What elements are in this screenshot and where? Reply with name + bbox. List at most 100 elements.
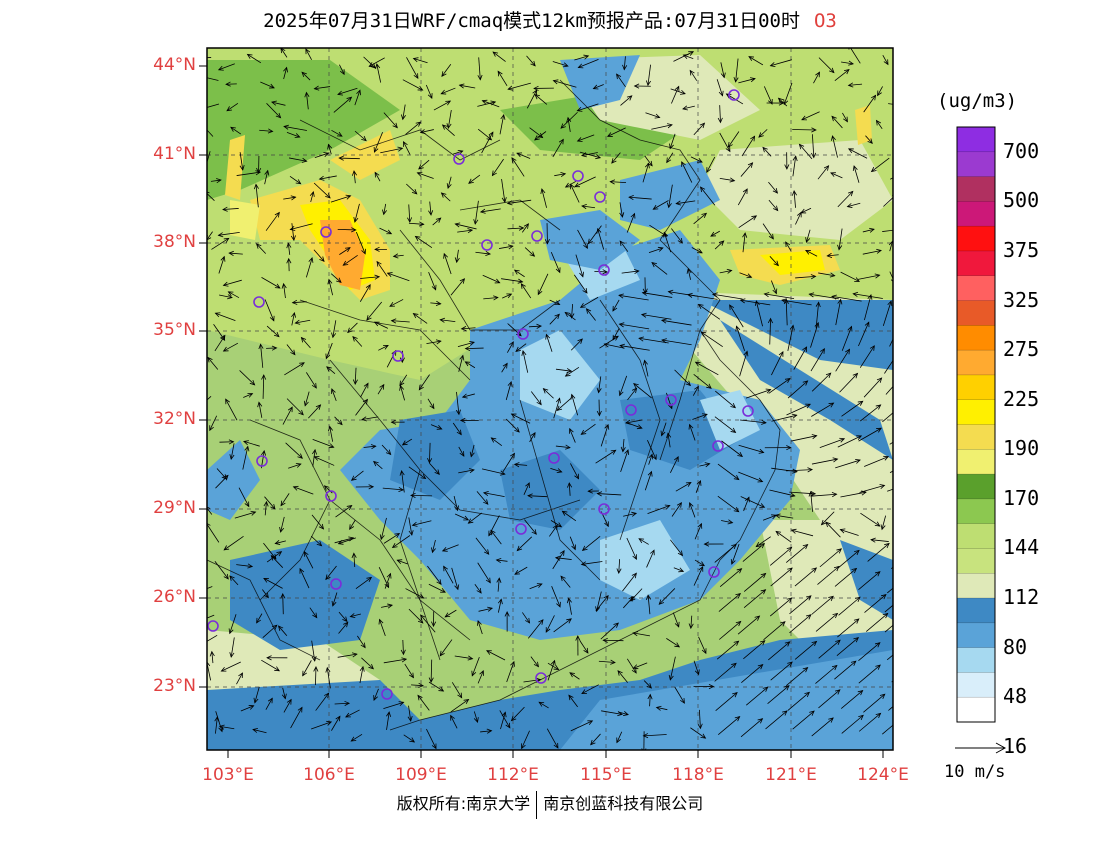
wind-arrow-head: [222, 206, 228, 212]
wind-arrow-head: [875, 119, 882, 126]
wind-arrow: [207, 57, 212, 59]
wind-arrow-head: [419, 129, 426, 135]
wind-arrow-head: [697, 723, 703, 730]
wind-arrow-head: [815, 71, 820, 78]
wind-arrow-head: [830, 135, 836, 141]
wind-arrow-head: [403, 141, 408, 147]
wind-arrow: [811, 596, 834, 615]
boundary-line: [299, 119, 501, 161]
wind-arrow-head: [207, 506, 211, 509]
wind-arrow-head: [303, 400, 309, 407]
wind-arrow-head: [330, 388, 336, 394]
wind-arrow: [355, 231, 366, 254]
wind-arrow-head: [258, 343, 264, 350]
wind-arrow-head: [747, 162, 754, 168]
wind-arrow: [515, 343, 527, 352]
wind-arrow: [454, 655, 473, 660]
wind-arrow-head: [197, 643, 202, 647]
lon-label: 118°E: [672, 765, 724, 785]
wind-arrow-head: [638, 538, 645, 544]
wind-arrow: [374, 172, 381, 182]
wind-arrow: [853, 293, 883, 299]
wind-arrow-head: [228, 439, 235, 445]
city-station-marker: [256, 455, 268, 467]
wind-arrow-head: [207, 191, 210, 194]
wind-arrow: [842, 112, 848, 122]
wind-arrow-head: [337, 90, 343, 96]
wind-arrow: [882, 55, 889, 65]
wind-arrow: [260, 81, 275, 89]
wind-arrow-head: [490, 437, 497, 443]
wind-arrow: [577, 134, 595, 142]
wind-arrow: [261, 277, 281, 289]
wind-arrow-head: [542, 388, 549, 394]
wind-arrow-head: [700, 733, 707, 739]
wind-arrow-head: [385, 449, 392, 456]
colorbar-segment: [957, 622, 995, 648]
wind-arrow: [850, 48, 861, 64]
wind-arrow-head: [328, 443, 335, 449]
concentration-zone: [320, 220, 365, 290]
wind-arrow-head: [538, 701, 545, 707]
wind-arrow: [651, 124, 673, 130]
wind-arrow: [666, 392, 673, 409]
wind-arrow: [771, 414, 797, 422]
wind-arrow-head: [506, 293, 513, 299]
wind-arrow-head: [412, 313, 419, 319]
wind-arrow: [243, 441, 260, 447]
wind-arrow: [326, 366, 336, 375]
wind-arrow-head: [290, 235, 296, 242]
concentration-zone: [720, 320, 893, 460]
wind-arrow-head: [467, 655, 474, 661]
wind-arrow-head: [603, 342, 610, 348]
wind-arrow-head: [436, 425, 443, 430]
wind-arrow-head: [820, 348, 825, 354]
wind-arrow-head: [641, 290, 648, 296]
wind-arrow-head: [858, 714, 864, 721]
wind-arrow-head: [485, 250, 492, 257]
wind-arrow: [720, 62, 725, 78]
wind-arrow-head: [763, 292, 770, 298]
wind-arrow-head: [374, 171, 380, 178]
concentration-zone: [560, 650, 893, 750]
wind-arrow-head: [490, 529, 496, 536]
wind-arrow-head: [290, 349, 296, 356]
wind-arrow-head: [772, 188, 779, 194]
wind-arrow: [667, 433, 671, 448]
wind-arrow: [653, 200, 669, 210]
wind-arrow: [408, 222, 424, 225]
wind-arrow: [477, 670, 484, 684]
wind-arrow: [595, 595, 609, 612]
wind-arrow: [633, 383, 652, 399]
wind-arrow-head: [225, 398, 230, 405]
wind-arrow: [555, 445, 570, 448]
wind-arrow: [523, 482, 530, 495]
wind-arrow-head: [758, 448, 765, 454]
title-text: 2025年07月31日WRF/cmaq模式12km预报产品:07月31日00时: [263, 10, 800, 32]
wind-arrow: [283, 699, 292, 713]
wind-arrow-head: [710, 231, 716, 237]
wind-arrow-head: [450, 714, 455, 721]
wind-arrow-head: [459, 417, 466, 423]
wind-arrow: [214, 561, 229, 580]
city-station-marker: [453, 153, 465, 165]
wind-arrow: [622, 438, 625, 452]
wind-arrow: [817, 165, 829, 180]
wind-arrow: [577, 103, 599, 112]
wind-arrow: [550, 467, 562, 473]
wind-arrow: [616, 731, 623, 743]
wind-arrow: [523, 679, 541, 683]
wind-arrow: [714, 544, 737, 563]
colorbar-segment: [957, 647, 995, 673]
wind-arrow-head: [274, 283, 281, 289]
wind-arrow-head: [760, 589, 767, 595]
wind-arrow-head: [366, 315, 372, 321]
wind-arrow: [223, 279, 242, 286]
wind-arrow: [831, 296, 862, 302]
wind-arrow: [418, 374, 430, 391]
wind-arrow: [252, 729, 267, 734]
wind-arrow-head: [495, 558, 502, 564]
wind-arrow: [743, 497, 750, 512]
wind-arrow: [478, 57, 481, 80]
colorbar-tick-label: 144: [1003, 535, 1040, 560]
